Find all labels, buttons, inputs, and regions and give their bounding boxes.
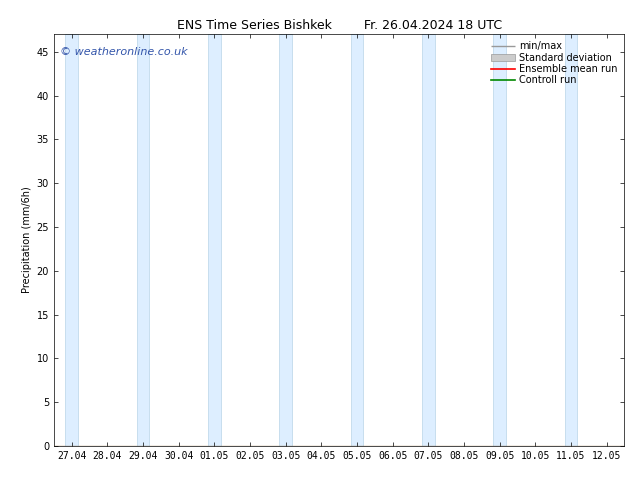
Bar (208, 34, 221, 446)
Bar (493, 34, 506, 446)
Bar (137, 34, 150, 446)
Y-axis label: Precipitation (mm/6h): Precipitation (mm/6h) (22, 187, 32, 294)
Bar (422, 34, 435, 446)
Bar (280, 34, 292, 446)
Bar (351, 34, 363, 446)
Text: © weatheronline.co.uk: © weatheronline.co.uk (60, 47, 187, 57)
Legend: min/max, Standard deviation, Ensemble mean run, Controll run: min/max, Standard deviation, Ensemble me… (489, 39, 619, 87)
Title: ENS Time Series Bishkek        Fr. 26.04.2024 18 UTC: ENS Time Series Bishkek Fr. 26.04.2024 1… (177, 19, 501, 32)
Bar (564, 34, 578, 446)
Bar (65, 34, 78, 446)
